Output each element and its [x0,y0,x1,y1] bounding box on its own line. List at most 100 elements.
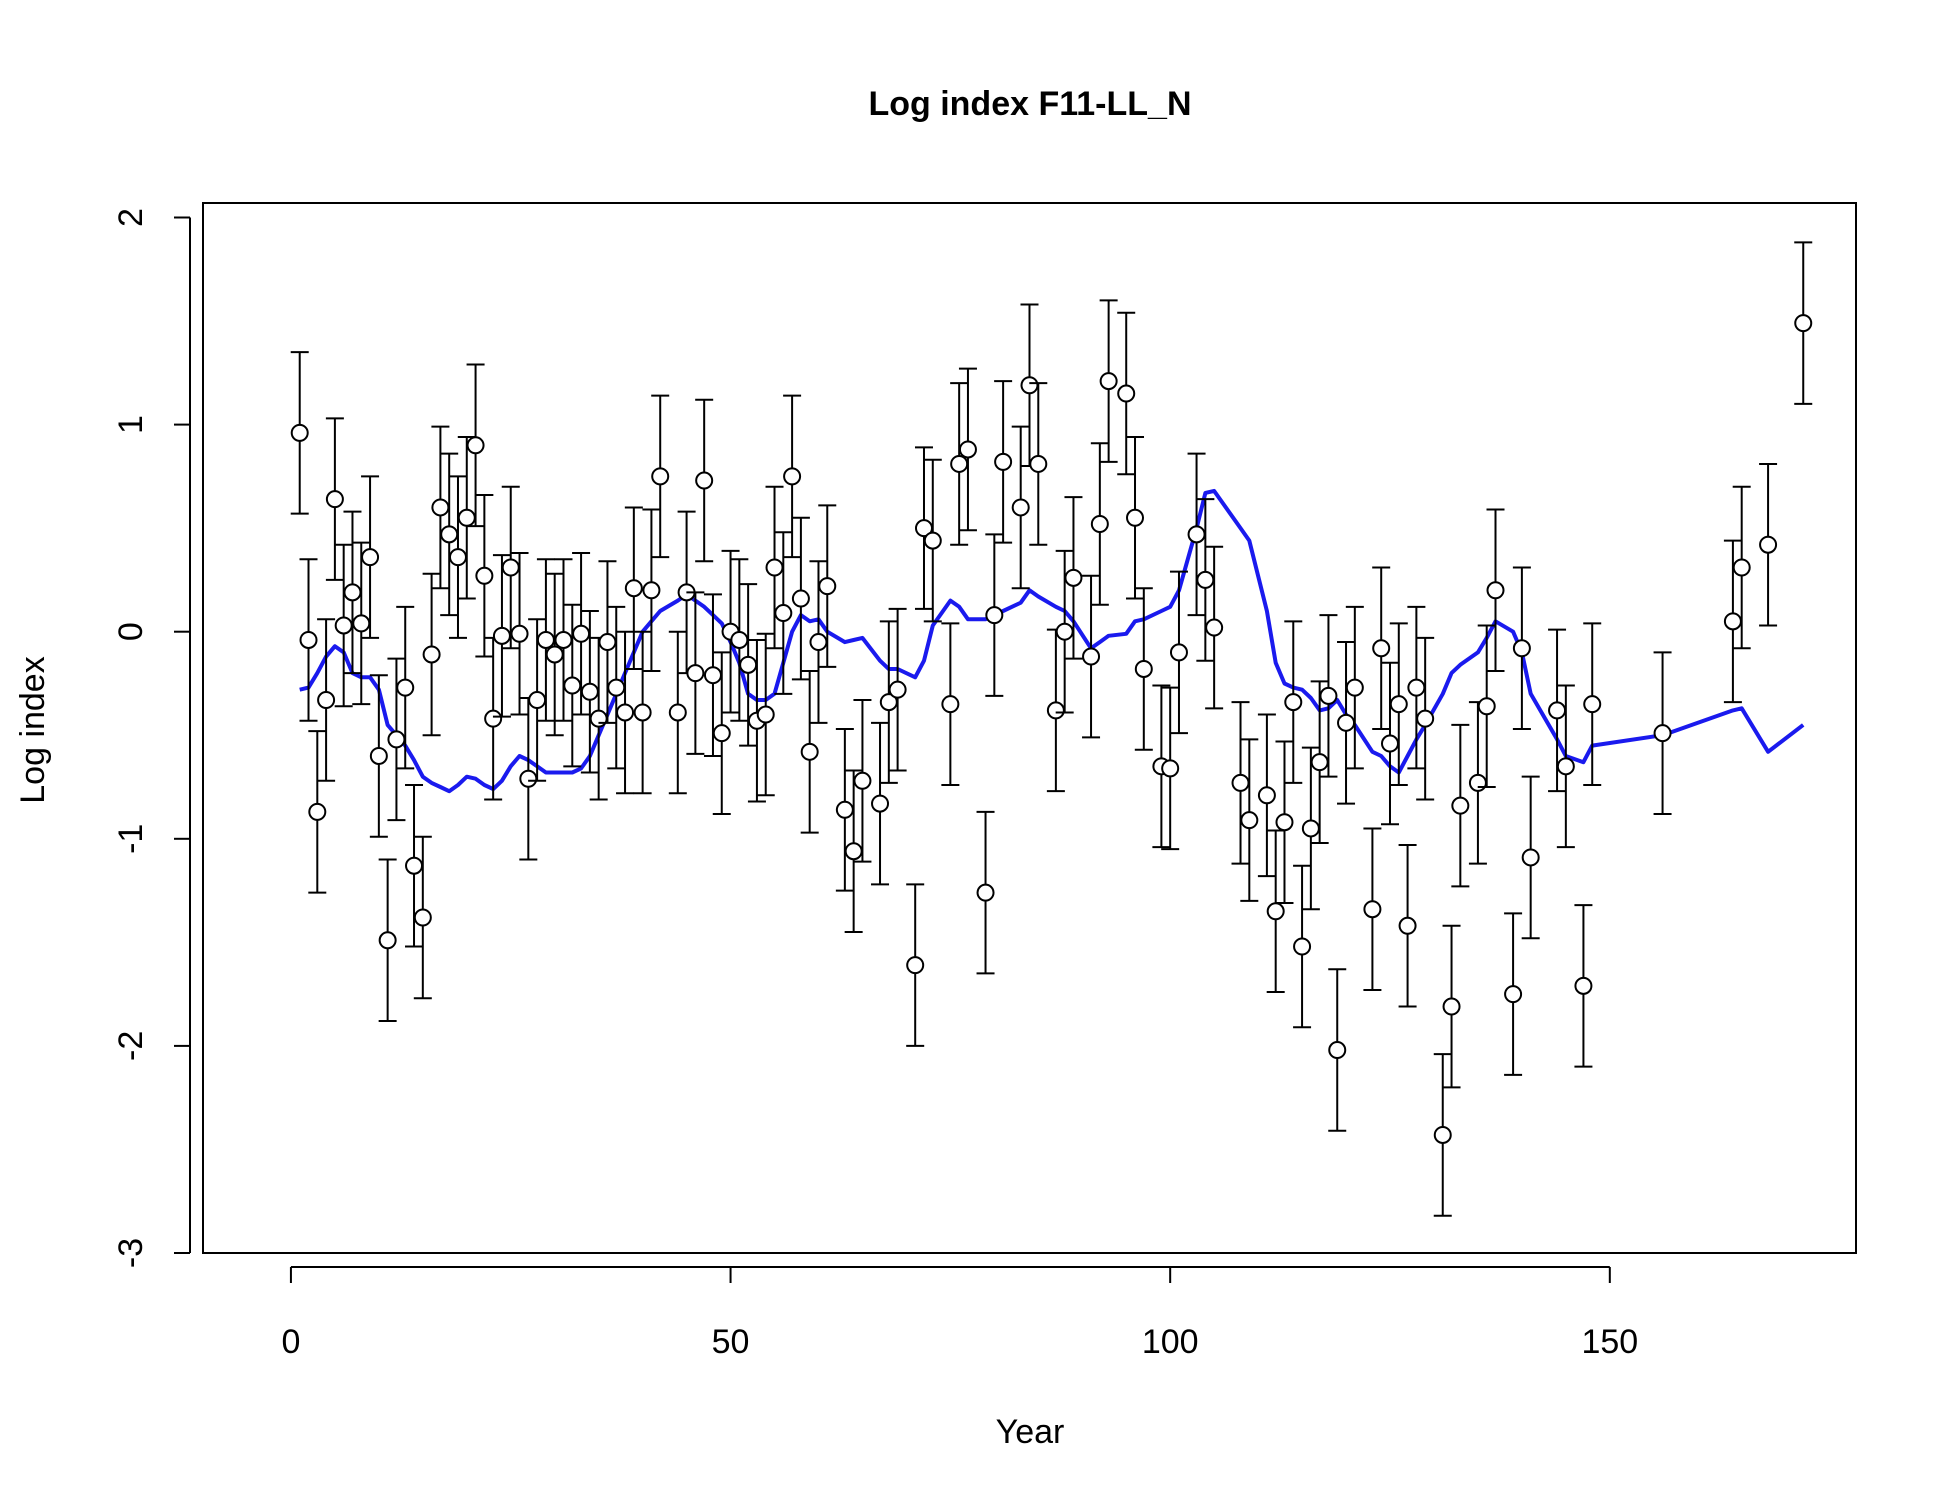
observation-point [994,380,1013,544]
observation-marker [1477,697,1496,716]
observation-marker [888,680,907,699]
observation-marker [1398,916,1417,935]
observation-point [510,552,529,716]
observation-marker [1187,525,1206,544]
observation-point [1556,684,1575,849]
observation-point [818,504,837,668]
observation-point [668,630,687,795]
observation-marker [317,691,336,710]
fitted-line-group [299,488,1805,794]
observation-point [1759,462,1778,627]
observation-marker [598,633,617,652]
observation-marker [413,908,432,927]
observation-marker [712,724,731,743]
observation-point [308,730,327,894]
observation-point [589,636,608,801]
observation-point [1231,701,1250,865]
observation-marker [730,630,749,649]
observation-marker [809,633,828,652]
observation-point [739,583,758,747]
observation-point [976,810,995,975]
observation-marker [308,802,327,821]
observation-point [1337,641,1356,805]
observation-point [299,558,318,722]
observation-point [914,446,933,610]
observation-point [1504,912,1523,1076]
observation-point [888,607,907,772]
observation-marker [1583,695,1602,714]
observation-marker [1301,819,1320,838]
observation-point [457,436,476,600]
observation-marker [528,691,547,710]
observation-marker [739,655,758,674]
observation-point [1583,622,1602,786]
observation-point [1486,508,1505,673]
observation-point [765,485,784,650]
observation-point [633,630,652,795]
observation-point [941,622,960,786]
observation-marker [378,931,397,950]
observation-marker [1117,384,1136,403]
observation-point [528,618,547,782]
observation-marker [334,616,353,635]
observation-marker [466,436,485,455]
observation-point [879,620,898,784]
observation-point [1275,740,1294,904]
observation-marker [765,558,784,577]
observation-marker [624,579,643,598]
observation-point [651,394,670,559]
observation-point [1284,620,1303,784]
observation-marker [800,742,819,761]
observation-marker [519,769,538,788]
observation-point [1442,924,1461,1089]
observation-marker [1055,622,1074,641]
observation-marker [1319,686,1338,705]
observation-marker [1556,757,1575,776]
observation-marker [853,771,872,790]
observation-point [1380,661,1399,826]
observation-point [1574,904,1593,1068]
observation-marker [422,645,441,664]
observation-point [290,351,309,515]
fitted-series-line [299,488,1805,794]
observation-marker [1723,612,1742,631]
observation-marker [607,678,626,697]
observation-point [1398,844,1417,1008]
observation-point [1468,701,1487,865]
observation-point [1169,570,1188,735]
observation-marker [1337,713,1356,732]
observation-point [431,425,450,590]
observation-point [1126,436,1145,600]
observation-point [369,674,388,838]
x-tick-label: 100 [1142,1323,1199,1361]
observation-marker [580,682,599,701]
axes-group: 0 50 100 150 -3 -2 -1 0 1 2 [112,208,1638,1361]
observation-marker [1759,535,1778,554]
observation-point [1372,566,1391,731]
observation-marker [950,454,969,473]
observation-point [1117,311,1136,476]
observation-marker [1486,581,1505,600]
observation-point [466,363,485,528]
observation-point [387,657,406,822]
observation-point [1187,452,1206,617]
observation-marker [369,746,388,765]
observation-marker [756,705,775,724]
observation-marker [1029,454,1048,473]
x-tick-label: 0 [281,1323,300,1361]
plot-frame [202,202,1857,1254]
observation-marker [387,730,406,749]
observation-marker [396,678,415,697]
observation-point [1064,496,1083,660]
observation-point [422,572,441,737]
observation-point [1328,968,1347,1132]
observation-marker [1161,759,1180,778]
observation-point [1257,713,1276,878]
observation-point [1433,1053,1452,1217]
observation-marker [325,490,344,509]
observation-marker [1134,659,1153,678]
observation-point [1266,829,1285,994]
observation-point [598,560,617,724]
observation-point [1161,686,1180,851]
observation-marker [589,709,608,728]
